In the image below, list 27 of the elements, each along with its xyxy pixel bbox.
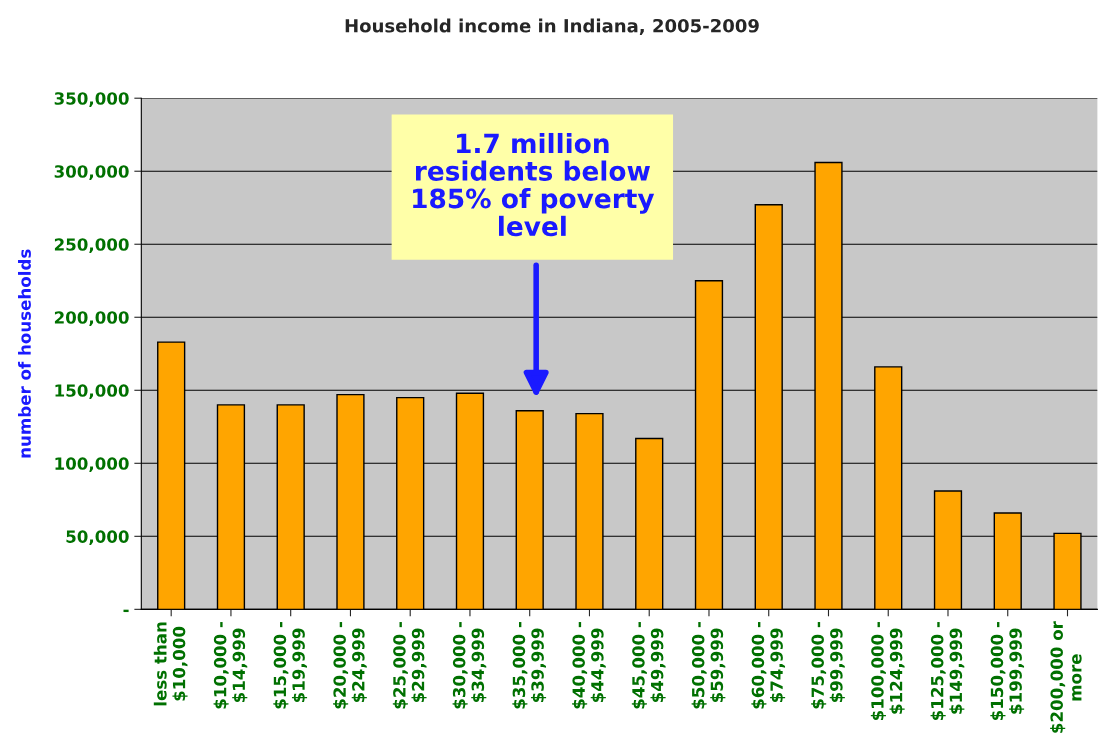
- x-tick-label: $10,000 - $14,999: [213, 622, 248, 709]
- x-tick-label: $150,000 - $199,999: [990, 622, 1025, 721]
- x-tick-label: $20,000 - $24,999: [333, 622, 367, 709]
- y-tick-label: 250,000: [54, 238, 129, 253]
- x-tick-label: less than $10,000: [153, 622, 188, 706]
- y-tick-label: 200,000: [54, 311, 129, 326]
- x-tick-label: $30,000 - $34,999: [452, 622, 487, 709]
- y-tick-label: 100,000: [55, 457, 129, 472]
- y-tick-label: 150,000: [55, 384, 129, 399]
- x-tick-label: $35,000 - $39,999: [512, 622, 547, 709]
- x-tick-label: $200,000 or more: [1050, 621, 1082, 733]
- y-axis-title: number of households: [18, 249, 31, 458]
- y-tick-label: -: [123, 609, 129, 613]
- x-tick-label: $125,000 - $149,999: [930, 622, 965, 721]
- x-tick-label: $40,000 - $44,999: [572, 622, 606, 709]
- y-tick-label: 50,000: [66, 530, 129, 546]
- x-tick-label: $45,000 - $49,999: [631, 622, 666, 709]
- x-tick-label: $75,000 - $99,999: [811, 622, 845, 709]
- x-tick-label: $60,000 - $74,999: [751, 622, 786, 709]
- annotation: 1.7 million residents below 185% of poverty level: [413, 132, 655, 237]
- x-tick-label: $25,000 - $29,999: [392, 622, 427, 709]
- x-tick-label: $50,000 - $59,999: [691, 622, 726, 709]
- x-tick-label: $15,000 - $19,999: [273, 622, 308, 709]
- x-tick-label: $100,000 - $124,999: [870, 622, 905, 721]
- y-tick-label: 300,000: [54, 165, 129, 180]
- chart-title: Household income in Indiana, 2005-2009: [345, 18, 759, 35]
- y-tick-label: 350,000: [54, 92, 129, 107]
